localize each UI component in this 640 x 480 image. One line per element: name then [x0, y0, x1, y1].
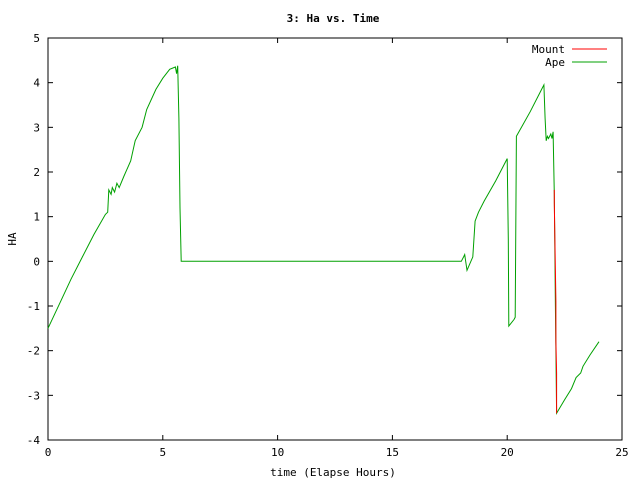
y-tick-label: 0 — [33, 255, 40, 268]
series-line-ape — [47, 65, 600, 415]
y-tick-label: 4 — [33, 77, 40, 90]
x-tick-label: 5 — [159, 446, 166, 459]
x-tick-label: 0 — [45, 446, 52, 459]
y-tick-label: 2 — [33, 166, 40, 179]
axis-ticks: 0 5 10 15 20 25 -4 -3 -2 -1 0 1 2 3 4 5 — [27, 32, 629, 459]
data-series — [47, 65, 600, 415]
plot-frame — [47, 37, 623, 441]
legend-label-ape: Ape — [545, 56, 565, 69]
y-tick-label: 5 — [33, 32, 40, 45]
y-tick-label: -3 — [27, 389, 40, 402]
y-tick-label: 1 — [33, 211, 40, 224]
y-tick-label: -1 — [27, 300, 40, 313]
x-tick-label: 10 — [271, 446, 284, 459]
x-tick-label: 20 — [501, 446, 514, 459]
x-tick-label: 15 — [386, 446, 399, 459]
y-tick-label: -4 — [27, 434, 41, 447]
y-axis-label: HA — [6, 232, 19, 246]
y-tick-label: -2 — [27, 345, 40, 358]
series-line-mount — [553, 189, 558, 414]
x-tick-label: 25 — [615, 446, 628, 459]
legend-label-mount: Mount — [532, 43, 565, 56]
y-tick-label: 3 — [33, 121, 40, 134]
chart-title: 3: Ha vs. Time — [287, 12, 380, 25]
x-axis-label: time (Elapse Hours) — [270, 466, 396, 479]
